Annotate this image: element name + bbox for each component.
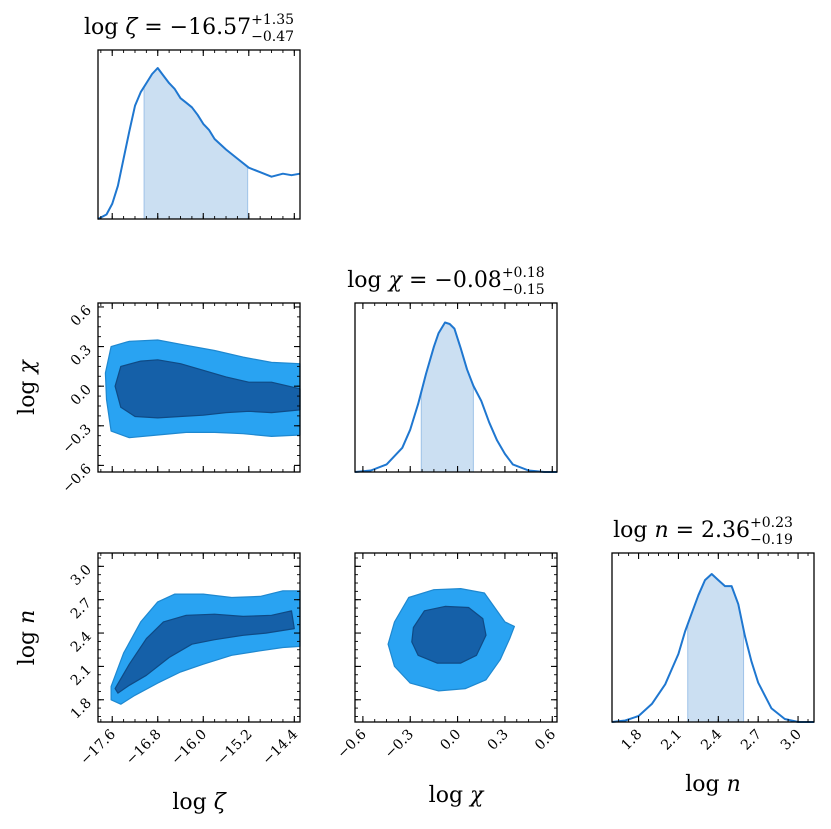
x-axis-label-n: log n xyxy=(685,772,741,797)
y-tick-label: 2.1 xyxy=(68,662,95,689)
histogram-line-n xyxy=(611,573,814,723)
panel-title: log ζ = −16.57+1.35 −0.47 xyxy=(84,12,294,45)
contour-inner-zeta-chi xyxy=(114,359,301,419)
x-tick-label: 0.6 xyxy=(532,726,559,753)
x-axis-label-chi: log χ xyxy=(429,783,485,808)
contour-inner-zeta-n xyxy=(114,610,295,694)
x-tick-label: −17.6 xyxy=(77,726,119,768)
x-tick-label: −16.8 xyxy=(123,727,165,769)
contour-frame-zeta-n xyxy=(97,552,301,723)
x-tick-label: 1.8 xyxy=(618,727,645,754)
x-tick-label: −0.6 xyxy=(334,726,369,761)
y-tick-label: −0.6 xyxy=(59,461,94,496)
x-tick-label: −16.0 xyxy=(168,727,210,769)
x-tick-label: −0.3 xyxy=(382,727,417,762)
x-tick-label: 2.1 xyxy=(658,727,685,754)
x-tick-label: 0.0 xyxy=(437,727,464,754)
x-tick-label: 2.4 xyxy=(698,726,725,753)
y-tick-label: 2.7 xyxy=(68,595,95,622)
panel-title: log n = 2.36+0.23 −0.19 xyxy=(613,515,793,548)
y-axis-label-chi: log χ xyxy=(15,358,40,414)
hist-frame-chi xyxy=(354,302,558,473)
x-tick-label: −15.2 xyxy=(214,727,256,769)
y-tick-label: 3.0 xyxy=(68,562,95,589)
panel-title: log χ = −0.08+0.18 −0.15 xyxy=(347,265,544,298)
y-tick-label: 0.0 xyxy=(68,382,95,409)
contour-frame-chi-n xyxy=(354,552,558,723)
histogram-line-zeta xyxy=(97,67,301,220)
contour-frame-zeta-chi xyxy=(97,302,301,473)
hist-frame-n xyxy=(611,552,815,723)
y-tick-label: 1.8 xyxy=(68,695,95,722)
x-tick-label: 0.3 xyxy=(485,727,512,754)
credible-interval-zeta xyxy=(143,67,249,220)
x-tick-label: 3.0 xyxy=(778,727,805,754)
histogram-line-chi xyxy=(354,321,557,473)
x-tick-label: −14.4 xyxy=(259,726,301,768)
credible-interval-chi xyxy=(420,321,474,473)
y-tick-label: 0.3 xyxy=(68,342,95,369)
y-tick-label: 2.4 xyxy=(68,629,95,656)
hist-frame-zeta xyxy=(97,49,301,220)
contour-inner-chi-n xyxy=(411,605,487,664)
y-tick-label: −0.3 xyxy=(59,421,94,456)
x-tick-label: 2.7 xyxy=(738,727,765,754)
x-axis-label-zeta: log ζ xyxy=(172,790,227,815)
y-tick-label: 0.6 xyxy=(68,302,95,329)
contour-outer-zeta-n xyxy=(110,590,301,705)
y-axis-label-n: log n xyxy=(15,610,40,666)
